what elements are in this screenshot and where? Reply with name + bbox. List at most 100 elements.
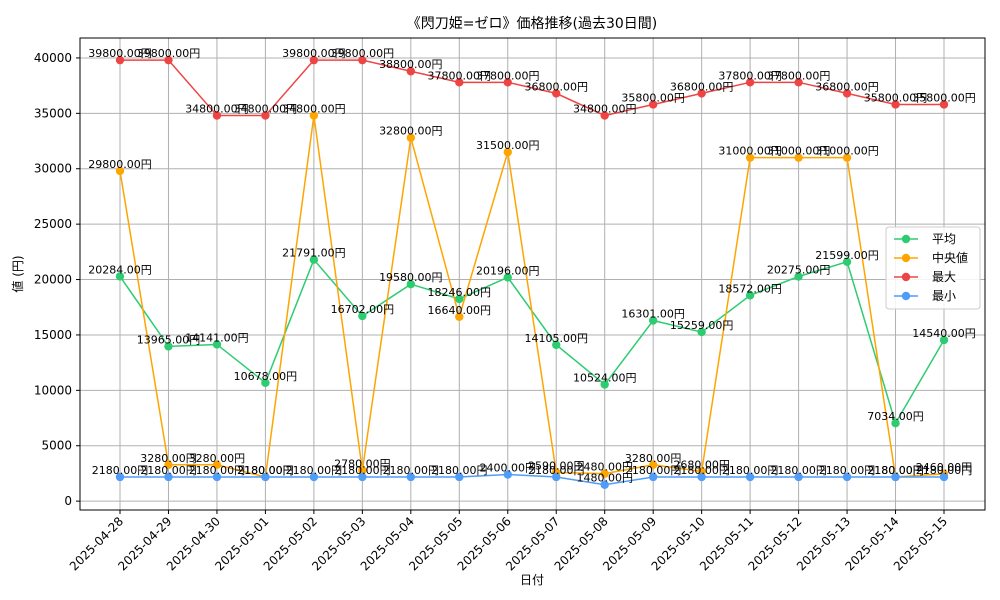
data-point <box>115 166 125 176</box>
data-label: 31000.00円 <box>815 145 879 158</box>
data-label: 1480.00円 <box>576 472 633 485</box>
data-point <box>115 272 125 281</box>
data-point <box>455 472 464 482</box>
data-label: 3280.00円 <box>625 452 682 465</box>
data-label: 31000.00円 <box>718 145 782 158</box>
data-label: 37800.00円 <box>718 69 782 82</box>
data-point <box>212 111 222 120</box>
data-point <box>648 460 658 469</box>
data-label: 31000.00円 <box>767 145 831 158</box>
data-label: 13965.00円 <box>137 333 201 346</box>
data-label: 32800.00円 <box>379 125 443 138</box>
legend-box <box>885 226 981 310</box>
data-label: 2180.00円 <box>722 464 779 477</box>
data-label: 16702.00円 <box>331 303 395 316</box>
data-point <box>503 273 512 282</box>
legend-item: 中央値 <box>894 250 968 265</box>
data-label: 15259.00円 <box>670 319 734 332</box>
data-point <box>600 111 609 120</box>
data-point <box>648 316 658 325</box>
data-label: 37800.00円 <box>767 69 831 82</box>
data-label: 37800.00円 <box>428 69 492 82</box>
data-label: 3280.00円 <box>189 452 246 465</box>
data-label: 19580.00円 <box>379 271 443 284</box>
data-label: 2480.00円 <box>576 461 633 474</box>
data-point <box>212 460 222 469</box>
data-point <box>115 472 125 482</box>
chart-title: 《閃刀姫=ゼロ》価格推移(過去30日間) <box>407 16 657 32</box>
data-label: 37800.00円 <box>476 69 540 82</box>
data-label: 39800.00円 <box>88 47 152 60</box>
data-point <box>164 342 173 351</box>
data-point <box>600 380 609 389</box>
series-layer <box>115 55 949 489</box>
data-point <box>309 255 319 264</box>
data-label: 20284.00円 <box>88 263 152 276</box>
data-label: 2180.00円 <box>625 464 682 477</box>
data-point <box>552 472 561 482</box>
data-point <box>406 133 416 142</box>
data-label: 2180.00円 <box>770 464 827 477</box>
data-label: 2460.00円 <box>916 461 973 474</box>
data-label: 14540.00円 <box>912 327 976 340</box>
legend-label: 平均 <box>932 232 956 246</box>
data-label: 39800.00円 <box>331 47 395 60</box>
data-label: 34800.00円 <box>282 103 346 116</box>
data-point <box>745 472 755 482</box>
data-label: 36800.00円 <box>815 80 879 93</box>
data-label: 14105.00円 <box>524 332 588 345</box>
data-label: 20196.00円 <box>476 264 540 277</box>
legend-item: 平均 <box>894 232 956 246</box>
data-label: 2400.00円 <box>480 462 537 475</box>
y-tick-label: 30000 <box>34 162 72 176</box>
data-label: 18246.00円 <box>428 286 492 299</box>
legend-label: 中央値 <box>932 250 968 265</box>
data-label: 2180.00円 <box>528 464 585 477</box>
series-line <box>120 59 944 117</box>
data-point <box>309 55 319 65</box>
legend-item: 最大 <box>894 270 956 284</box>
data-point <box>891 100 900 109</box>
data-label: 2180.00円 <box>237 464 294 477</box>
data-point <box>115 55 125 65</box>
data-label: 34800.00円 <box>234 103 298 116</box>
legend-label: 最小 <box>932 289 956 303</box>
data-point <box>358 472 367 482</box>
data-label: 16301.00円 <box>621 308 685 321</box>
data-point <box>842 89 852 98</box>
data-label: 2180.00円 <box>334 464 391 477</box>
data-label: 21599.00円 <box>815 249 879 262</box>
data-point <box>745 153 755 162</box>
data-label: 2180.00円 <box>92 464 149 477</box>
data-label: 2590.00円 <box>528 459 585 472</box>
data-point <box>745 78 755 87</box>
data-point <box>503 147 512 157</box>
data-label: 2180.00円 <box>237 464 294 477</box>
series-最小 <box>115 470 949 489</box>
data-label: 31500.00円 <box>476 139 540 152</box>
data-label: 34800.00円 <box>185 103 249 116</box>
data-label: 2780.00円 <box>334 457 391 470</box>
legend-marker <box>901 272 911 282</box>
data-point <box>939 100 949 109</box>
data-point <box>261 378 270 388</box>
y-tick-label: 25000 <box>34 217 72 231</box>
y-tick-label: 10000 <box>34 383 72 397</box>
data-point <box>261 472 270 482</box>
legend-label: 最大 <box>932 270 956 284</box>
legend-marker <box>901 253 911 263</box>
data-point <box>261 111 270 120</box>
data-point <box>842 153 852 162</box>
data-label: 2180.00円 <box>286 464 343 477</box>
legend-item: 最小 <box>894 289 956 303</box>
data-point <box>939 335 949 345</box>
data-label: 2180.00円 <box>189 464 246 477</box>
plot-frame <box>79 37 986 511</box>
data-label: 10678.00円 <box>234 370 298 383</box>
data-point <box>212 340 222 349</box>
data-label: 2180.00円 <box>916 464 973 477</box>
y-tick-label: 15000 <box>34 328 72 342</box>
data-point <box>842 257 852 267</box>
